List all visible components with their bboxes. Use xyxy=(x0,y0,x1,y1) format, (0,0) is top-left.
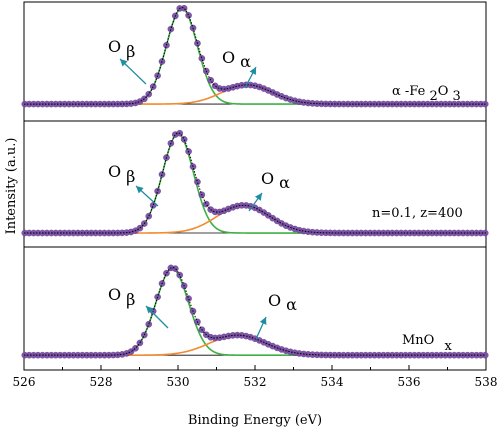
sample-label-subscript: 2 xyxy=(429,89,437,104)
o-alpha-subscript: α xyxy=(279,173,290,192)
data-point xyxy=(145,320,153,328)
y-axis-title: Intensity (a.u.) xyxy=(4,138,19,235)
data-point xyxy=(149,83,157,90)
data-point xyxy=(185,12,192,19)
data-point xyxy=(127,348,135,355)
data-point xyxy=(145,212,153,220)
data-point xyxy=(202,200,210,208)
sample-label: n=0.1, z=400 xyxy=(372,206,463,221)
data-point xyxy=(481,351,489,359)
data-point xyxy=(158,171,166,178)
data-point xyxy=(145,90,153,98)
o-alpha-arrow-head xyxy=(254,193,262,201)
data-point xyxy=(132,344,139,352)
o-beta-arrow-head xyxy=(136,186,144,194)
o-beta-arrow-head xyxy=(120,59,128,67)
sample-label-mid: O xyxy=(438,84,453,99)
sample-label-subscript: x xyxy=(444,339,452,354)
x-tick-label: 532 xyxy=(244,375,267,389)
plot-frame xyxy=(23,1,487,371)
sample-label-main: n=0.1, z=400 xyxy=(372,206,463,221)
o-beta-subscript: β xyxy=(126,290,135,309)
fit-envelope-curve xyxy=(24,266,486,356)
x-axis-title: Binding Energy (eV) xyxy=(188,413,322,428)
o-beta-arrow-head xyxy=(146,306,154,314)
data-point xyxy=(154,187,161,195)
x-tick-label: 528 xyxy=(90,375,113,389)
data-point xyxy=(180,136,188,143)
sample-label: α -Fe 2O 3 xyxy=(392,84,461,104)
sample-label-main: MnO xyxy=(402,333,438,348)
o-alpha-arrow-head xyxy=(259,317,267,325)
sample-label-main: α -Fe xyxy=(392,84,429,99)
x-tick-label: 538 xyxy=(475,375,498,389)
data-point xyxy=(180,4,188,12)
data-point xyxy=(198,55,206,62)
o-beta-subscript: β xyxy=(126,42,135,61)
data-point xyxy=(163,269,170,277)
data-point xyxy=(194,178,201,186)
o-alpha-subscript: α xyxy=(240,52,251,71)
x-tick-label: 534 xyxy=(321,375,344,389)
o-beta-subscript: β xyxy=(126,167,135,186)
sample-label: MnO x xyxy=(402,333,452,354)
data-point xyxy=(167,25,175,33)
o-alpha-subscript: α xyxy=(286,295,297,314)
sample-label-subscript: 3 xyxy=(453,89,461,104)
x-tick-label: 536 xyxy=(398,375,421,389)
o-alpha-arrow-head xyxy=(249,67,256,75)
x-tick-label: 526 xyxy=(13,375,36,389)
x-axis: 526 528 530 532 534 536 538 xyxy=(13,365,498,389)
data-point xyxy=(185,295,192,302)
x-tick-label: 530 xyxy=(167,375,190,389)
data-point xyxy=(172,265,179,272)
